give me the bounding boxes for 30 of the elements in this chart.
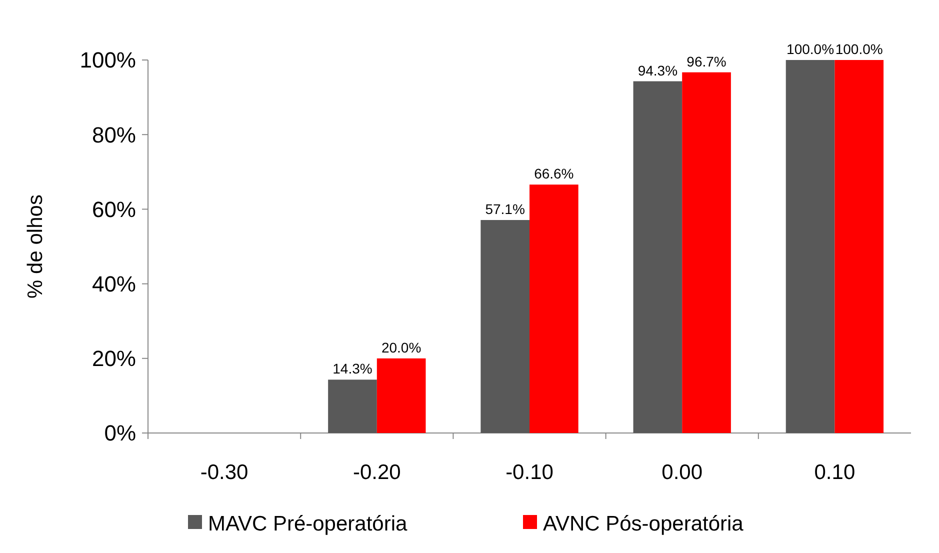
- data-label: 57.1%: [485, 201, 525, 218]
- bar: [480, 220, 530, 433]
- bar: [376, 358, 426, 433]
- x-tick-label: -0.20: [352, 461, 401, 484]
- data-label: 100.0%: [786, 41, 834, 57]
- y-tick-label: 40%: [92, 272, 136, 296]
- data-label: 96.7%: [686, 53, 726, 70]
- legend-label: MAVC Pré-operatória: [208, 512, 408, 536]
- data-label: 100.0%: [835, 41, 883, 57]
- bar: [682, 72, 731, 433]
- bar: [786, 60, 835, 433]
- bar: [834, 60, 884, 433]
- x-tick-label: 0.10: [814, 461, 856, 484]
- bar: [328, 380, 377, 433]
- y-tick-label: 0%: [104, 420, 136, 446]
- data-label: 20.0%: [381, 339, 422, 356]
- data-label: 14.3%: [332, 360, 372, 377]
- bar: [530, 184, 578, 433]
- data-label: 94.3%: [638, 62, 678, 78]
- y-tick-label: 80%: [92, 122, 136, 148]
- y-axis-title: % de olhos: [24, 194, 47, 298]
- bar: [633, 81, 682, 433]
- x-tick-label: -0.30: [200, 461, 248, 484]
- legend-label: AVNC Pós-operatória: [543, 512, 744, 536]
- y-tick-label: 20%: [92, 346, 136, 372]
- x-tick-label: -0.10: [506, 461, 554, 484]
- y-tick-label: 60%: [92, 196, 136, 222]
- x-tick-label: 0.00: [662, 461, 703, 484]
- y-tick-label: 100%: [80, 48, 136, 73]
- data-label: 66.6%: [534, 166, 574, 182]
